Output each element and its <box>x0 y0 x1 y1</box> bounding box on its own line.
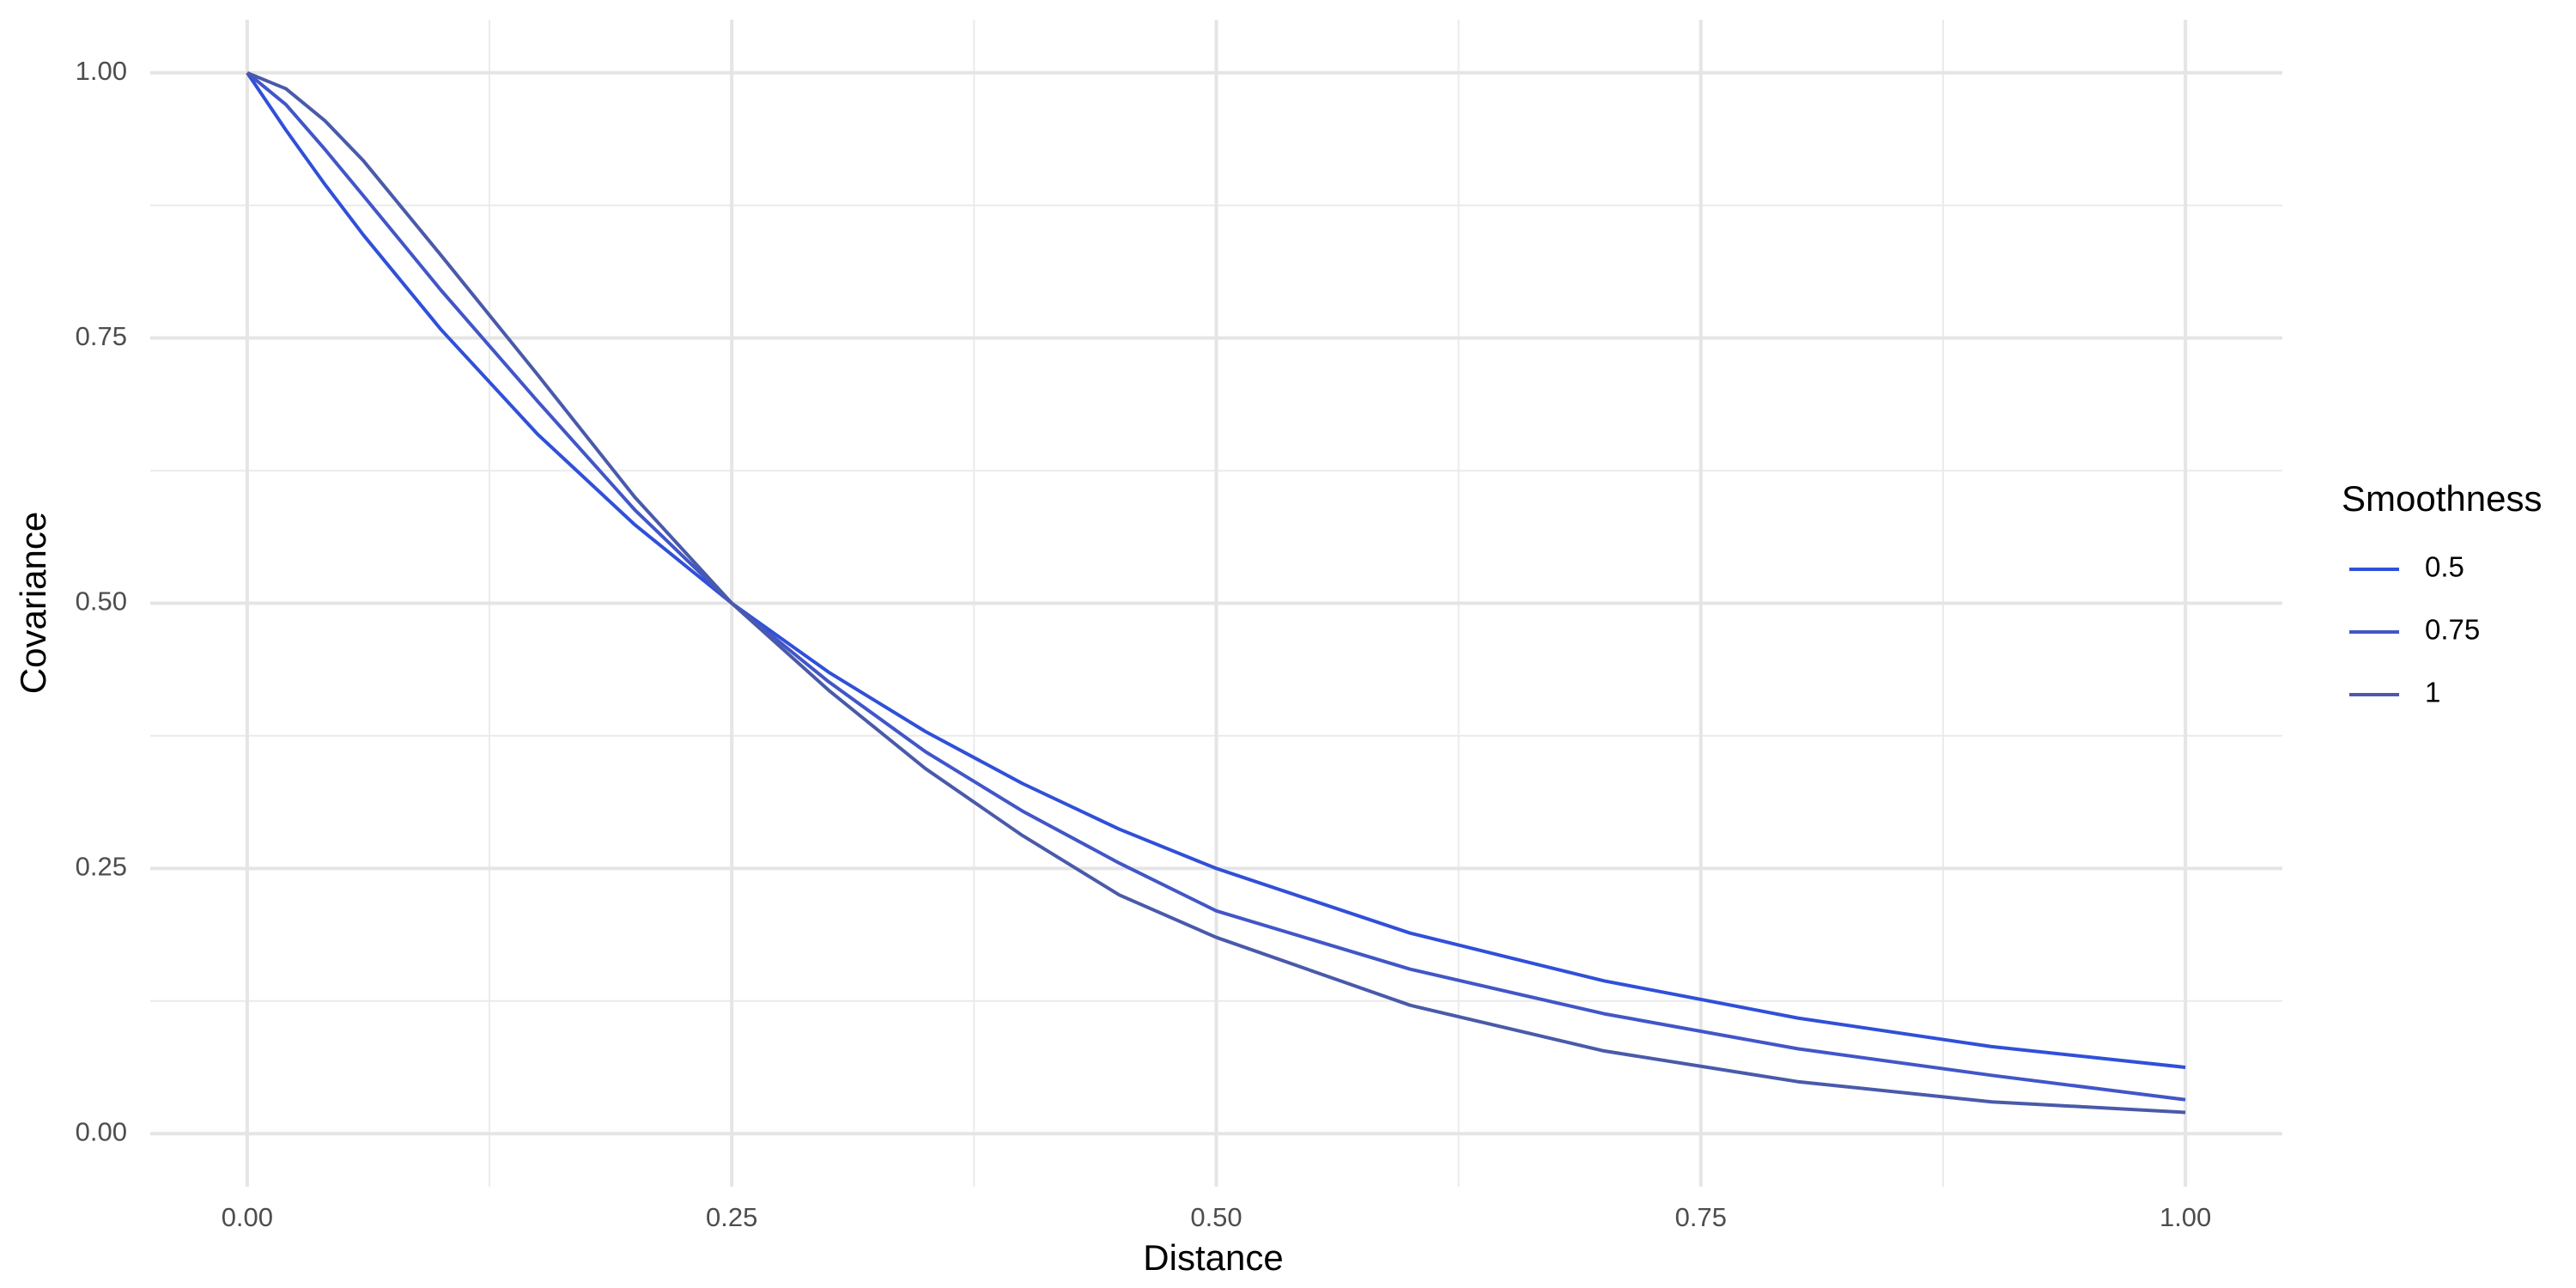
x-tick-label: 1.00 <box>2160 1202 2211 1232</box>
series-line <box>246 70 2186 1115</box>
legend-label: 0.5 <box>2425 551 2464 583</box>
x-tick-label: 0.25 <box>706 1202 757 1232</box>
series-line <box>246 71 2186 1102</box>
x-tick-label: 0.75 <box>1675 1202 1727 1232</box>
x-axis-title: Distance <box>1143 1237 1283 1278</box>
legend-title: Smoothness <box>2342 478 2542 519</box>
x-tick-label: 0.50 <box>1190 1202 1242 1232</box>
y-tick-label: 1.00 <box>76 56 127 86</box>
x-tick-label: 0.00 <box>222 1202 273 1232</box>
y-tick-label: 0.75 <box>76 321 127 351</box>
legend-label: 0.75 <box>2425 614 2480 646</box>
y-tick-label: 0.25 <box>76 852 127 882</box>
legend-label: 1 <box>2425 677 2440 708</box>
y-tick-label: 0.00 <box>76 1116 127 1146</box>
y-tick-label: 0.50 <box>76 586 127 617</box>
y-axis-title: Covariance <box>13 512 53 694</box>
series-line <box>246 71 2186 1069</box>
